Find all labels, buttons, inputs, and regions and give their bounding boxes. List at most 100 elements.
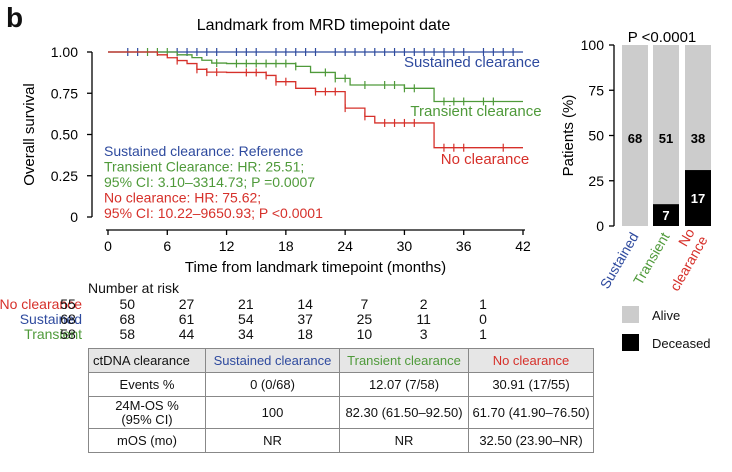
risk-value: 0 (479, 311, 487, 327)
risk-row: No clearance 55 50 27 21 14 7 2 1 (0, 296, 560, 312)
bar-alive-label: 51 (659, 131, 673, 146)
legend-item-alive: Alive (622, 306, 732, 326)
risk-value: 54 (238, 311, 254, 327)
legend-label: Alive (652, 308, 681, 323)
x-tick-label: 0 (104, 238, 112, 254)
table-header-cell: Transient clearance (339, 348, 469, 373)
chart-title: Landmark from MRD timepoint date (197, 17, 451, 34)
risk-row-label: No clearance (0, 296, 82, 312)
legend-label: Deceased (652, 336, 711, 351)
y-axis-label: Overall survival (21, 83, 38, 186)
bar-alive-label: 38 (691, 131, 705, 146)
bar-alive (653, 45, 679, 205)
curve-label: No clearance (441, 151, 529, 168)
table-cell: Events % (88, 372, 206, 397)
number-at-risk: Number at risk No clearance 55 50 27 21 14 7 2 1… (0, 280, 560, 342)
risk-value: 10 (356, 326, 373, 342)
bar-y-tick-label: 0 (596, 218, 604, 234)
curve-label: Sustained clearance (404, 54, 540, 71)
risk-value: 34 (238, 326, 254, 342)
table-header-cell: ctDNA clearance (88, 348, 206, 373)
risk-value: 37 (297, 311, 313, 327)
table-cell: 30.91 (17/55) (468, 372, 594, 397)
risk-value: 44 (178, 326, 195, 342)
table-cell: 82.30 (61.50–92.50) (339, 396, 469, 429)
risk-value: 58 (60, 326, 76, 342)
bar-deceased (685, 170, 711, 226)
bar-y-tick-label: 50 (588, 128, 604, 144)
y-tick-label: 0 (70, 209, 78, 225)
bar-y-tick-label: 25 (588, 173, 604, 189)
risk-value: 11 (416, 311, 431, 327)
hr-annotation: No clearance: HR: 75.62; (104, 190, 261, 206)
y-tick-label: 1.00 (51, 44, 78, 60)
risk-value: 2 (419, 296, 428, 312)
risk-value: 18 (297, 326, 313, 342)
table-cell: 100 (205, 396, 340, 429)
y-tick-label: 0.75 (51, 85, 78, 101)
y-tick-label: 0.50 (51, 127, 78, 143)
bar-y-axis-label: Patients (%) (560, 95, 577, 177)
hr-annotation: Transient Clearance: HR: 25.51; (104, 159, 304, 175)
risk-row-label: Sustained (19, 311, 82, 327)
bar-deceased-label: 17 (691, 191, 705, 206)
bar-pvalue: P <0.0001 (628, 29, 697, 46)
bar-plot: P <0.0001 0 25 50 75 100 Patients (%) 68 51 7 38 17… (560, 29, 711, 294)
bar-y-tick-label: 75 (588, 82, 604, 98)
table-cell: 24M-OS % (95% CI) (88, 396, 206, 429)
table-cell: 32.50 (23.90–NR) (468, 428, 594, 453)
table-cell: 0 (0/68) (205, 372, 340, 397)
legend-swatch (622, 306, 639, 323)
risk-value: 1 (479, 296, 487, 312)
risk-value: 3 (419, 326, 428, 342)
x-tick-label: 6 (163, 238, 171, 254)
x-tick-label: 30 (397, 238, 413, 254)
table-cell: 61.70 (41.90–76.50) (468, 396, 594, 429)
x-tick-label: 36 (456, 238, 472, 254)
legend-swatch (622, 334, 639, 351)
risk-value: 14 (297, 296, 313, 312)
panel-letter: b (6, 2, 24, 33)
bar-alive-label: 68 (628, 131, 642, 146)
x-tick-label: 42 (515, 238, 531, 254)
table-row: 24M-OS % (95% CI) 100 82.30 (61.50–92.50… (88, 396, 594, 429)
bar-alive (622, 45, 648, 226)
bar-deceased-label: 7 (662, 208, 669, 223)
km-plot: Landmark from MRD timepoint date 0 0.25 0.5… (21, 17, 542, 276)
x-tick-label: 24 (337, 238, 353, 254)
table-row: mOS (mo) NR NR 32.50 (23.90–NR) (88, 428, 594, 453)
table-cell: NR (205, 428, 340, 453)
table-cell: 12.07 (7/58) (339, 372, 469, 397)
risk-value: 7 (360, 296, 369, 312)
risk-value: 68 (60, 311, 76, 327)
table-header-cell: No clearance (468, 348, 594, 373)
risk-value: 61 (178, 311, 195, 327)
risk-value: 68 (119, 311, 136, 327)
x-tick-label: 12 (219, 238, 235, 254)
risk-row-label: Transient (24, 326, 82, 342)
hr-annotation: Sustained clearance: Reference (104, 143, 303, 159)
table-cell: NR (339, 428, 469, 453)
risk-value: 58 (119, 326, 136, 342)
hr-annotation: 95% CI: 3.10–3314.73; P =0.0007 (104, 174, 315, 190)
risk-value: 25 (356, 311, 373, 327)
legend-item-deceased: Deceased (622, 334, 732, 354)
bar-deceased (653, 204, 679, 226)
risk-row: Sustained 68 68 61 54 37 25 11 0 (0, 311, 560, 327)
risk-value: 21 (238, 296, 254, 312)
risk-value: 1 (479, 326, 487, 342)
x-axis-label: Time from landmark timepoint (months) (185, 259, 446, 276)
table-cell: mOS (mo) (88, 428, 206, 453)
bar-alive (685, 45, 711, 171)
risk-row: Transient 58 58 44 34 18 10 3 1 (0, 326, 560, 342)
bar-y-tick-label: 100 (581, 37, 605, 53)
table-row: Events % 0 (0/68) 12.07 (7/58) 30.91 (17… (88, 372, 594, 397)
hr-annotation: 95% CI: 10.22–9650.93; P <0.0001 (104, 205, 323, 221)
x-tick-label: 18 (278, 238, 294, 254)
curve-label: Transient clearance (410, 103, 541, 120)
risk-value: 50 (119, 296, 136, 312)
risk-title: Number at risk (88, 280, 180, 296)
table-header-cell: Sustained clearance (205, 348, 340, 373)
summary-table: ctDNA clearance Sustained clearance Tran… (88, 348, 594, 453)
risk-value: 27 (178, 296, 195, 312)
